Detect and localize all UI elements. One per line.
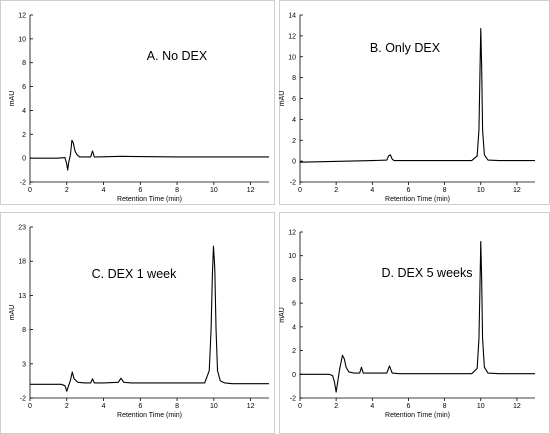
panel-4-y-tick-label: 8: [292, 277, 296, 284]
panel-4-chromatogram-trace: [300, 240, 535, 393]
panel-3-x-axis-title: Retention Time (min): [117, 412, 182, 419]
panel-2-x-tick-label: 12: [513, 187, 521, 194]
panel-2-x-tick-label: 10: [477, 187, 485, 194]
panel-3-x-tick-label: 0: [28, 403, 32, 410]
panel-1-x-axis-title: Retention Time (min): [117, 196, 182, 203]
panel-1-y-axis-title: mAU: [9, 91, 16, 107]
panel-4-y-tick-label: 4: [292, 324, 296, 331]
panel-2-y-tick-label: 0: [292, 159, 296, 166]
panel-3-frame: [0, 212, 275, 434]
panel-1-frame: [0, 0, 275, 205]
panel-1-label: A. No DEX: [147, 49, 208, 63]
panel-2-y-tick-label: 8: [292, 75, 296, 82]
panel-3-y-tick-label: -2: [20, 396, 26, 403]
panel-3-x-tick-label: 12: [247, 403, 255, 410]
panel-3-chromatogram-trace: [30, 245, 269, 392]
panel-4-y-axis-title: mAU: [279, 307, 286, 323]
panel-4-frame: [279, 212, 550, 434]
panel-2-y-axis-title: mAU: [279, 91, 286, 107]
panel-3-x-tick-label: 8: [175, 403, 179, 410]
panel-1-x-tick-label: 6: [138, 187, 142, 194]
panel-1-y-tick-label: 4: [22, 108, 26, 115]
panel-2-y-tick-label: 6: [292, 96, 296, 103]
panel-1-y-tick-label: 8: [22, 60, 26, 67]
panel-4-label: D. DEX 5 weeks: [381, 266, 472, 280]
panel-2-y-tick-label: 2: [292, 138, 296, 145]
panel-2-frame: [279, 0, 550, 205]
panel-2-y-tick-label: 14: [288, 13, 296, 20]
panel-2-x-tick-label: 4: [370, 187, 374, 194]
panel-1-x-tick-label: 12: [247, 187, 255, 194]
panel-4-y-tick-label: 12: [288, 230, 296, 237]
panel-3-y-tick-label: 3: [22, 361, 26, 368]
panel-3-label: C. DEX 1 week: [92, 267, 178, 281]
panel-4-y-tick-label: 0: [292, 372, 296, 379]
panel-2-y-tick-label: -2: [290, 180, 296, 187]
panel-1-chromatogram-trace: [30, 139, 269, 171]
panel-4-x-tick-label: 0: [298, 403, 302, 410]
panel-3-x-tick-label: 4: [102, 403, 106, 410]
panel-2-y-tick-label: 4: [292, 117, 296, 124]
panel-1-y-tick-label: 2: [22, 132, 26, 139]
panel-3-y-tick-label: 13: [18, 293, 26, 300]
panel-4-x-tick-label: 10: [477, 403, 485, 410]
panel-4-y-tick-label: -2: [290, 396, 296, 403]
panel-4-y-tick-label: 10: [288, 253, 296, 260]
panel-4-x-tick-label: 12: [513, 403, 521, 410]
panel-3-x-tick-label: 2: [65, 403, 69, 410]
panel-4-x-tick-label: 4: [370, 403, 374, 410]
panel-2-y-tick-label: 10: [288, 54, 296, 61]
panel-1-x-tick-label: 8: [175, 187, 179, 194]
panel-4-y-tick-label: 2: [292, 348, 296, 355]
panel-3-y-tick-label: 23: [18, 225, 26, 232]
panel-2-x-tick-label: 6: [407, 187, 411, 194]
panel-1-y-tick-label: 12: [18, 13, 26, 20]
panel-2-x-axis-title: Retention Time (min): [385, 196, 450, 203]
panel-1-y-tick-label: 0: [22, 156, 26, 163]
panel-3-y-tick-label: 18: [18, 259, 26, 266]
panel-4-x-axis-title: Retention Time (min): [385, 412, 450, 419]
panel-2-x-tick-label: 8: [443, 187, 447, 194]
panel-4-x-tick-label: 2: [334, 403, 338, 410]
panel-3-x-tick-label: 6: [138, 403, 142, 410]
panel-2-chromatogram-trace: [299, 28, 535, 163]
panel-4-x-tick-label: 8: [443, 403, 447, 410]
panel-2-label: B. Only DEX: [370, 41, 441, 55]
panel-2-x-tick-label: 0: [298, 187, 302, 194]
panel-3-y-tick-label: 8: [22, 327, 26, 334]
panel-1-x-tick-label: 4: [102, 187, 106, 194]
panel-2-y-tick-label: 12: [288, 33, 296, 40]
panel-1-x-tick-label: 0: [28, 187, 32, 194]
panel-4-y-tick-label: 6: [292, 301, 296, 308]
panel-1-y-tick-label: 10: [18, 36, 26, 43]
panel-1-y-tick-label: 6: [22, 84, 26, 91]
panel-1-x-tick-label: 10: [210, 187, 218, 194]
panel-1-y-tick-label: -2: [20, 180, 26, 187]
panel-4-x-tick-label: 6: [407, 403, 411, 410]
panel-3-y-axis-title: mAU: [9, 305, 16, 321]
panel-3-x-tick-label: 10: [210, 403, 218, 410]
panel-2-x-tick-label: 2: [334, 187, 338, 194]
panel-1-x-tick-label: 2: [65, 187, 69, 194]
